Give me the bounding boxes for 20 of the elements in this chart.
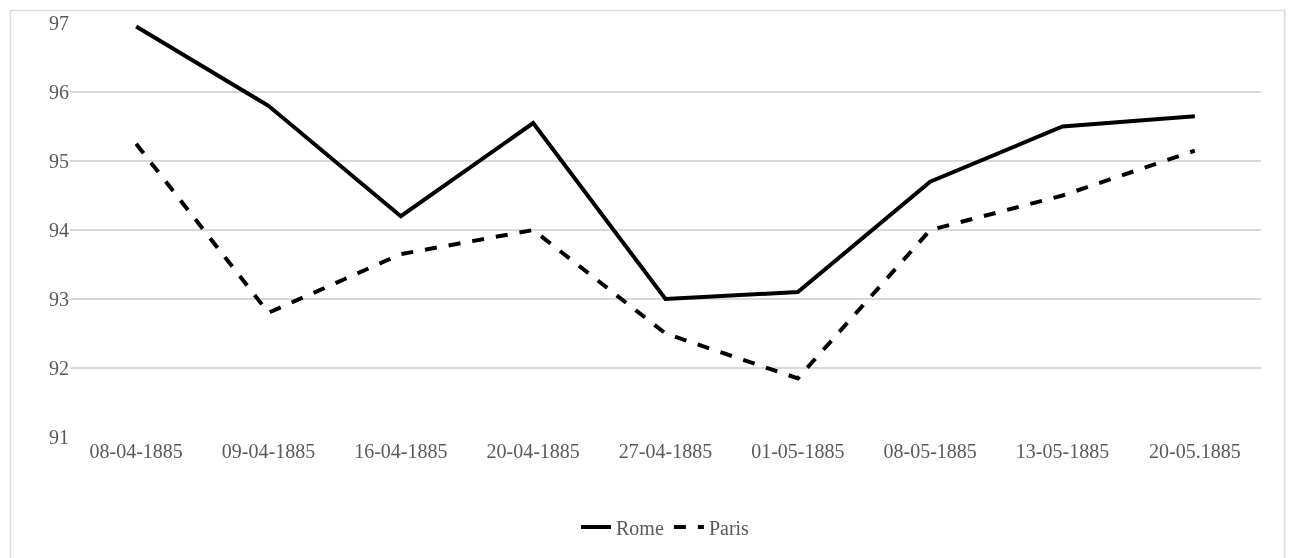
- x-tick-label: 08-04-1885: [89, 440, 183, 462]
- legend-label: Paris: [708, 516, 750, 539]
- x-tick-label: 27-04-1885: [618, 440, 713, 462]
- legend-label: Rome: [616, 516, 664, 539]
- line-series: [134, 141, 1197, 381]
- x-tick-label: 01-05-1885: [751, 440, 845, 462]
- y-tick-label: 92: [49, 357, 69, 379]
- y-tick-label: 94: [49, 219, 69, 241]
- y-tick-label: 95: [49, 150, 69, 172]
- y-tick-label: 93: [49, 288, 69, 310]
- y-tick-label: 91: [49, 426, 69, 448]
- x-tick-label: 13-05-1885: [1015, 440, 1110, 462]
- y-tick-label: 97: [49, 12, 69, 34]
- x-tick-label: 20-05.1885: [1148, 440, 1241, 462]
- line-series: [134, 24, 1197, 301]
- y-tick-label: 96: [49, 81, 69, 103]
- x-tick-label: 16-04-1885: [354, 440, 448, 462]
- x-tick-label: 08-05-1885: [883, 440, 977, 462]
- x-tick-label: 20-04-1885: [486, 440, 580, 462]
- x-tick-label: 09-04-1885: [221, 440, 316, 462]
